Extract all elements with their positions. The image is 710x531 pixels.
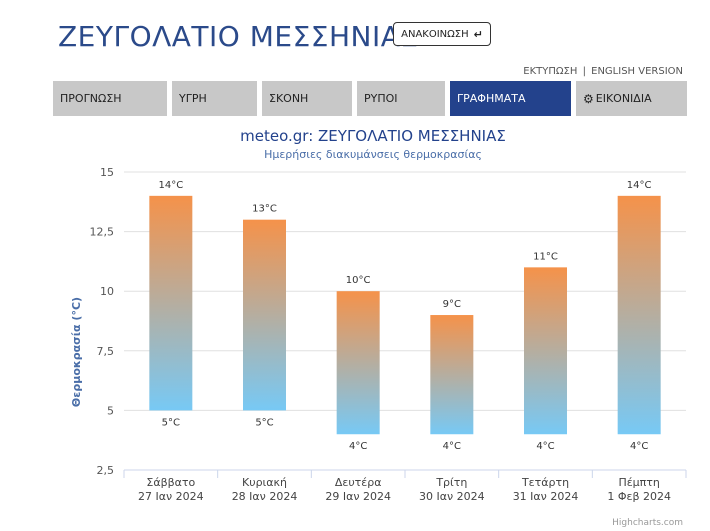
english-version-link[interactable]: ENGLISH VERSION xyxy=(591,66,683,77)
x-tick-label-day: Κυριακή xyxy=(242,476,287,489)
low-temp-label: 4°C xyxy=(349,441,367,452)
chart-credits[interactable]: Highcharts.com xyxy=(612,518,683,528)
low-temp-label: 5°C xyxy=(255,417,273,428)
arrow-down-return-icon: ↵ xyxy=(473,27,483,41)
temperature-chart: meteo.gr: ΖΕΥΓΟΛΑΤΙΟ ΜΕΣΣΗΝΙΑΣ Ημερήσιες… xyxy=(70,127,687,528)
y-tick-label: 12,5 xyxy=(90,226,115,239)
x-tick-label-day: Τετάρτη xyxy=(521,476,569,489)
tab-label: ΣΚΟΝΗ xyxy=(269,92,309,105)
announcement-label: ΑΝΑΚΟΙΝΩΣΗ xyxy=(401,28,469,40)
link-separator: | xyxy=(582,66,586,77)
high-temp-label: 9°C xyxy=(443,299,461,310)
y-tick-label: 10 xyxy=(100,285,114,298)
temperature-bar[interactable] xyxy=(243,219,286,411)
low-temp-label: 4°C xyxy=(630,441,648,452)
temperature-bar[interactable] xyxy=(336,291,380,435)
bar-series: 14°C 5°C 13°C 5°C 10°C 4°C 9°C 4°C 11°C 4°C 14°C 4°… xyxy=(149,180,661,452)
announcement-button[interactable]: ΑΝΑΚΟΙΝΩΣΗ ↵ xyxy=(393,22,491,46)
tab-pollutants[interactable]: ΡΥΠΟΙ xyxy=(357,81,445,116)
tab-label: ΠΡΟΓΝΩΣΗ xyxy=(60,92,122,105)
tab-label: ΓΡΑΦΗΜΑΤΑ xyxy=(457,92,526,105)
high-temp-label: 14°C xyxy=(158,180,183,191)
x-tick-label-date: 1 Φεβ 2024 xyxy=(607,490,671,503)
x-tick-label-date: 28 Ιαν 2024 xyxy=(232,490,298,503)
y-tick-label: 15 xyxy=(100,166,114,179)
x-tick-label-day: Σάββατο xyxy=(146,476,195,489)
grid-lines xyxy=(124,171,686,471)
high-temp-label: 10°C xyxy=(346,275,371,286)
x-tick-label-day: Πέμπτη xyxy=(618,476,659,489)
high-temp-label: 11°C xyxy=(533,251,558,262)
y-tick-label: 5 xyxy=(107,404,114,417)
tab-charts[interactable]: ΓΡΑΦΗΜΑΤΑ xyxy=(450,81,571,116)
chart-subtitle: Ημερήσιες διακυμάνσεις θερμοκρασίας xyxy=(264,148,482,161)
x-tick-label-date: 29 Ιαν 2024 xyxy=(325,490,391,503)
tab-icons[interactable]: ⚙ ΕΙΚΟΝΙΔΙΑ xyxy=(576,81,687,116)
tab-dust[interactable]: ΣΚΟΝΗ xyxy=(262,81,352,116)
y-tick-label: 7,5 xyxy=(97,345,115,358)
high-temp-label: 13°C xyxy=(252,204,277,215)
tab-forecast[interactable]: ΠΡΟΓΝΩΣΗ xyxy=(53,81,167,116)
temperature-bar[interactable] xyxy=(524,267,567,435)
print-link[interactable]: ΕΚΤΥΠΩΣΗ xyxy=(523,66,578,77)
high-temp-label: 14°C xyxy=(627,180,652,191)
low-temp-label: 4°C xyxy=(443,441,461,452)
tab-label: ΡΥΠΟΙ xyxy=(364,92,398,105)
temperature-bar[interactable] xyxy=(149,195,193,411)
y-axis-title: Θερμοκρασία (°C) xyxy=(70,297,83,407)
temperature-bar[interactable] xyxy=(617,195,661,435)
gear-icon: ⚙ xyxy=(583,91,594,106)
x-tick-label-date: 31 Ιαν 2024 xyxy=(513,490,579,503)
x-tick-label-day: Δευτέρα xyxy=(335,476,382,489)
chart-title: meteo.gr: ΖΕΥΓΟΛΑΤΙΟ ΜΕΣΣΗΝΙΑΣ xyxy=(240,127,506,145)
y-tick-label: 2,5 xyxy=(97,464,115,477)
top-links: ΕΚΤΥΠΩΣΗ | ENGLISH VERSION xyxy=(523,66,683,77)
x-tick-label-date: 30 Ιαν 2024 xyxy=(419,490,485,503)
temperature-bar[interactable] xyxy=(430,315,474,435)
low-temp-label: 5°C xyxy=(162,417,180,428)
x-tick-label-date: 27 Ιαν 2024 xyxy=(138,490,204,503)
tab-humidity[interactable]: ΥΓΡΗ xyxy=(172,81,257,116)
page-title: ΖΕΥΓΟΛΑΤΙΟ ΜΕΣΣΗΝΙΑΣ xyxy=(58,20,419,53)
tab-label: ΥΓΡΗ xyxy=(179,92,207,105)
main-nav: ΠΡΟΓΝΩΣΗ ΥΓΡΗ ΣΚΟΝΗ ΡΥΠΟΙ ΓΡΑΦΗΜΑΤΑ ⚙ ΕΙ… xyxy=(53,81,687,116)
y-axis-ticks: 2,5 5 7,5 10 12,5 15 xyxy=(90,166,115,477)
tab-label: ΕΙΚΟΝΙΔΙΑ xyxy=(595,92,652,105)
low-temp-label: 4°C xyxy=(536,441,554,452)
x-tick-label-day: Τρίτη xyxy=(435,476,467,489)
